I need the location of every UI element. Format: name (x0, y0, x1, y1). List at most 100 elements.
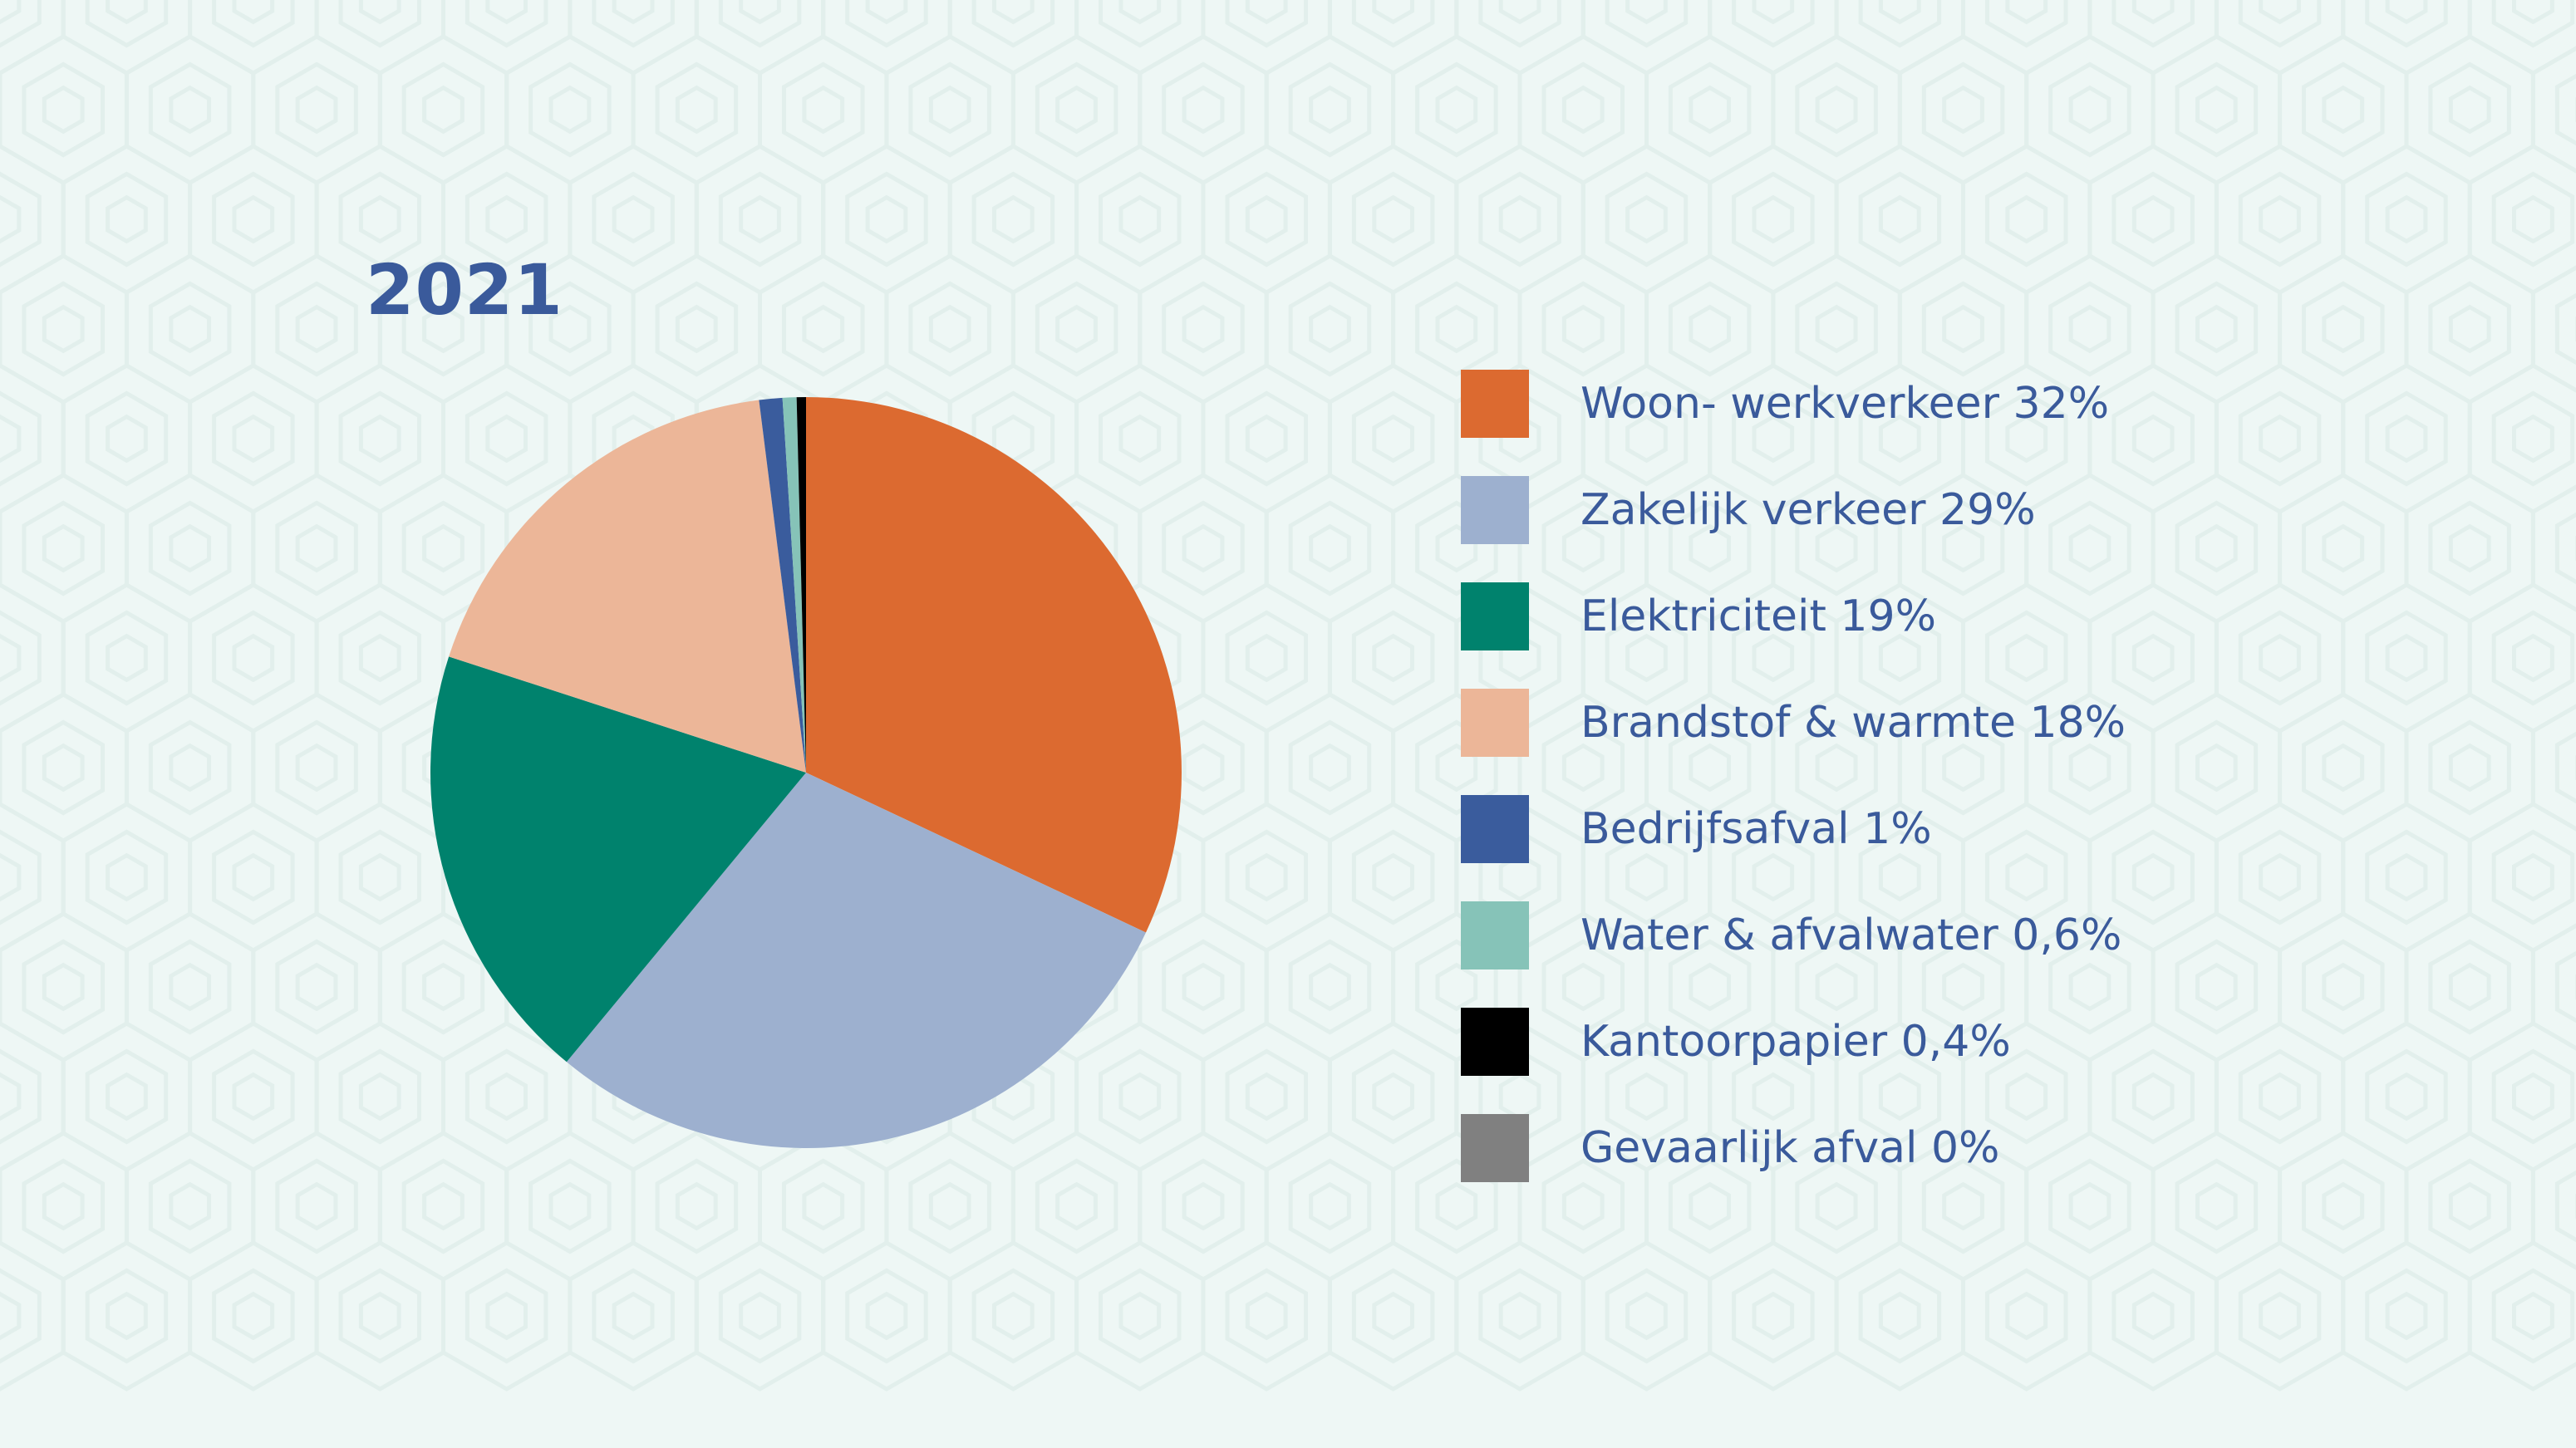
background-hexagon (1921, 939, 2005, 1035)
background-hexagon (2151, 1131, 2283, 1282)
background-hexagon (2278, 473, 2409, 624)
background-hexagon (739, 0, 781, 25)
background-hexagon (1942, 1181, 1984, 1231)
background-hexagon (1201, 802, 1332, 953)
background-hexagon (1985, 1268, 2068, 1364)
background-hexagon (2448, 85, 2491, 135)
background-hexagon (295, 962, 338, 1012)
background-hexagon (1372, 1291, 1414, 1341)
background-hexagon (1225, 829, 1308, 925)
background-hexagon (295, 1181, 338, 1231)
background-hexagon (1815, 1181, 1858, 1231)
background-hexagon (61, 0, 193, 76)
background-hexagon (1435, 304, 1478, 354)
background-hexagon (0, 0, 22, 25)
background-hexagon (1099, 0, 1182, 48)
background-hexagon (212, 0, 295, 48)
background-hexagon (251, 1131, 382, 1282)
background-hexagon (1351, 1048, 1435, 1145)
background-hexagon (1309, 523, 1351, 573)
background-hexagon (401, 1158, 485, 1254)
background-hexagon (1795, 1158, 1878, 1254)
background-hexagon (1162, 1158, 1245, 1254)
background-hexagon (422, 304, 465, 354)
background-hexagon (1201, 363, 1332, 514)
background-hexagon (1162, 939, 1245, 1035)
background-hexagon (1454, 1240, 1585, 1392)
background-hexagon (1752, 194, 1795, 244)
background-hexagon (1351, 390, 1435, 487)
background-hexagon (1118, 194, 1162, 244)
background-hexagon (2428, 1158, 2511, 1254)
background-hexagon (1561, 743, 1605, 793)
background-hexagon (1138, 34, 1269, 185)
background-hexagon (1942, 743, 1984, 793)
background-hexagon (2214, 0, 2346, 76)
background-hexagon (1708, 144, 1839, 295)
background-hexagon (148, 500, 232, 596)
background-hexagon (1264, 911, 1396, 1063)
background-hexagon (465, 0, 548, 48)
background-hexagon (1689, 523, 1731, 573)
background-hexagon (2512, 0, 2554, 25)
background-hexagon (212, 610, 295, 706)
background-hexagon (971, 171, 1055, 268)
legend-label: Brandstof & warmte 18% (1581, 698, 2126, 748)
background-hexagon (42, 962, 85, 1012)
background-hexagon (1099, 1268, 1182, 1364)
background-hexagon (612, 194, 655, 244)
background-hexagon (22, 719, 105, 816)
background-hexagon (865, 0, 908, 25)
background-hexagon (2278, 1131, 2409, 1282)
background-hexagon (2238, 171, 2322, 268)
background-hexagon (2087, 144, 2219, 295)
background-hexagon (2448, 962, 2491, 1012)
background-hexagon (1985, 829, 2068, 925)
background-hexagon (1858, 829, 1942, 925)
background-hexagon (2131, 414, 2175, 464)
background-hexagon (1732, 829, 1815, 925)
background-hexagon (2005, 194, 2048, 244)
background-hexagon (1668, 1158, 1752, 1254)
background-hexagon (2151, 34, 2283, 185)
background-hexagon (275, 1158, 358, 1254)
background-hexagon (232, 414, 275, 464)
background-hexagon (1752, 0, 1795, 25)
background-hexagon (1625, 1072, 1668, 1122)
background-hexagon (1858, 1048, 1942, 1145)
background-hexagon (2365, 0, 2448, 48)
background-hexagon (1118, 0, 1162, 25)
background-hexagon (2341, 802, 2472, 953)
background-hexagon (275, 500, 358, 596)
background-hexagon (188, 802, 319, 953)
background-hexagon (1942, 85, 1984, 135)
background-hexagon (485, 414, 528, 464)
background-hexagon (821, 144, 952, 295)
background-hexagon (1921, 500, 2005, 596)
background-hexagon (782, 1158, 865, 1254)
background-hexagon (0, 253, 129, 405)
background-hexagon (1561, 304, 1605, 354)
background-hexagon (212, 1048, 295, 1145)
background-hexagon (2491, 0, 2575, 48)
background-hexagon (22, 939, 105, 1035)
background-hexagon (22, 281, 105, 377)
background-hexagon (2385, 1291, 2428, 1341)
background-hexagon (1752, 414, 1795, 464)
background-hexagon (401, 61, 485, 158)
background-hexagon (0, 473, 129, 624)
background-hexagon (1372, 633, 1414, 683)
background-hexagon (2385, 0, 2428, 25)
background-hexagon (1118, 1072, 1162, 1122)
background-hexagon (2322, 743, 2365, 793)
background-hexagon (2195, 743, 2238, 793)
background-hexagon (2467, 363, 2576, 514)
legend-item-elektriciteit: Elektriciteit 19% (1461, 582, 2126, 650)
background-hexagon (2512, 414, 2554, 464)
background-hexagon (0, 1072, 22, 1122)
background-hexagon (485, 194, 528, 244)
legend-label: Bedrijfsafval 1% (1581, 804, 1932, 854)
background-hexagon (1415, 61, 1498, 158)
background-hexagon (2385, 633, 2428, 683)
background-hexagon (1815, 962, 1858, 1012)
